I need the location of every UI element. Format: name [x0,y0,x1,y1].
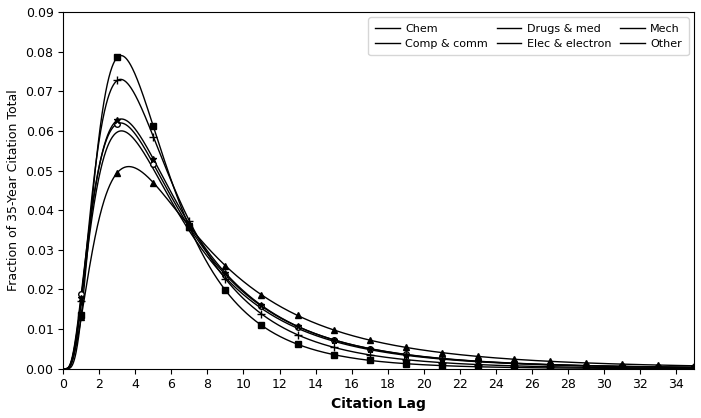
Drugs & med [350,334,358,339]
Chem [116,120,125,125]
Other [556,363,564,368]
Other [367,347,375,352]
Drugs & med [92,229,100,234]
Elec & electron [350,349,358,354]
Other [117,128,125,133]
X-axis label: Citation Lag: Citation Lag [331,397,426,411]
Chem [367,346,375,351]
Chem [350,343,358,348]
Drugs & med [556,359,564,364]
Elec & electron [672,366,680,371]
Mech [60,366,68,371]
Drugs & med [672,363,680,368]
Y-axis label: Fraction of 35-Year Citation Total: Fraction of 35-Year Citation Total [7,89,20,291]
Drugs & med [125,164,133,169]
Drugs & med [672,363,680,368]
Chem [92,178,100,184]
Comp & comm [367,358,375,363]
Line: Comp & comm: Comp & comm [64,56,694,369]
Elec & electron [60,366,68,371]
Drugs & med [690,363,698,368]
Line: Drugs & med: Drugs & med [64,166,694,369]
Comp & comm [690,366,698,371]
Comp & comm [672,366,680,371]
Drugs & med [60,366,68,371]
Other [672,365,680,370]
Chem [556,362,564,367]
Line: Mech: Mech [64,119,694,369]
Comp & comm [350,356,358,361]
Comp & comm [60,366,68,371]
Comp & comm [92,158,100,163]
Chem [672,364,680,370]
Line: Chem: Chem [64,123,694,369]
Other [92,189,100,194]
Comp & comm [556,365,564,370]
Legend: Chem, Comp & comm, Drugs & med, Elec & electron, Mech, Other: Chem, Comp & comm, Drugs & med, Elec & e… [369,18,688,55]
Comp & comm [672,366,680,371]
Elec & electron [116,77,125,82]
Elec & electron [92,158,100,163]
Mech [92,180,100,185]
Other [60,366,68,371]
Elec & electron [690,366,698,371]
Elec & electron [672,366,680,371]
Other [350,344,358,349]
Mech [672,364,680,370]
Mech [367,347,375,352]
Other [690,365,698,370]
Line: Other: Other [64,131,694,369]
Mech [350,343,358,348]
Other [672,365,680,370]
Comp & comm [117,53,125,58]
Elec & electron [556,364,564,370]
Mech [672,364,680,370]
Chem [672,364,680,370]
Drugs & med [367,338,375,343]
Chem [60,366,68,371]
Mech [690,365,698,370]
Line: Elec & electron: Elec & electron [64,79,694,369]
Mech [117,117,125,122]
Elec & electron [367,352,375,357]
Chem [690,365,698,370]
Mech [556,362,564,367]
